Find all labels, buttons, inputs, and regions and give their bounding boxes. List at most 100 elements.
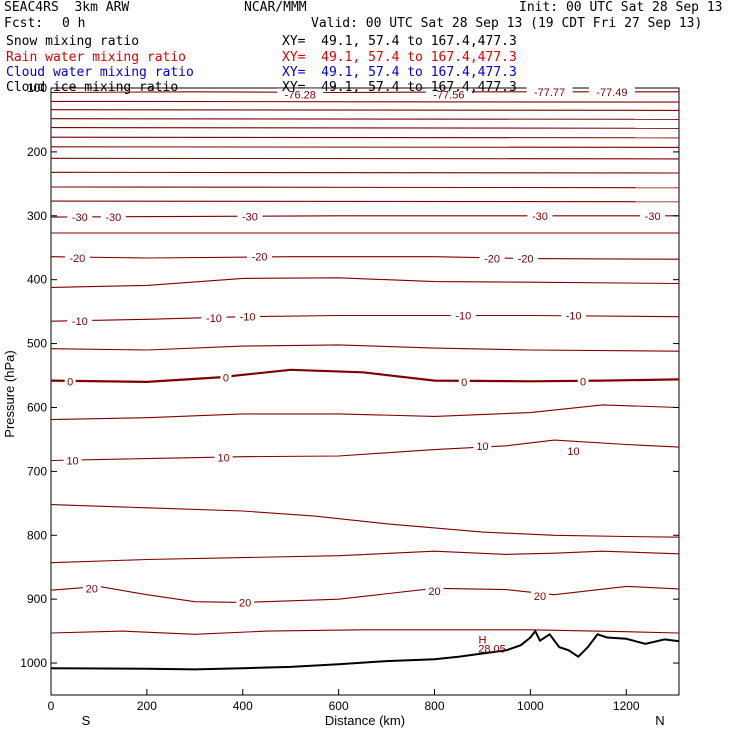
contour-label-14: -10 xyxy=(206,313,222,325)
plot-frame xyxy=(50,87,680,696)
contour-label-bg-4 xyxy=(67,211,93,224)
contour-label-bg-14 xyxy=(201,312,227,325)
contour-labels: -76.28 -77.56 -77.77 -77.49 -30 -30 -30 -30 -30 -… xyxy=(63,85,666,655)
contour-label-7: -30 xyxy=(532,211,548,223)
contour-label-bg-26 xyxy=(82,582,101,595)
contour-label-bg-20 xyxy=(458,375,470,388)
y-tick-label-100: 100 xyxy=(27,81,47,95)
contour-line-8 xyxy=(50,171,680,174)
contour-label-bg-17 xyxy=(561,309,587,322)
x-tick-label-200: 200 xyxy=(137,699,157,713)
contour-lines xyxy=(50,91,680,635)
contour-line-9 xyxy=(50,186,680,189)
contour-label-9: -20 xyxy=(69,253,85,265)
contour-label-2: -77.77 xyxy=(534,87,565,99)
field-xy-cloud-ice: XY= 49.1, 57.4 to 167.4,477.3 xyxy=(282,80,517,95)
contour-line-23 xyxy=(50,629,680,635)
contour-label-bg-15 xyxy=(235,310,261,323)
contour-label-11: -20 xyxy=(484,254,500,266)
contour-line-7 xyxy=(50,157,680,160)
y-tick-label-200: 200 xyxy=(27,145,47,159)
x-tick-label-1000: 1000 xyxy=(517,699,544,713)
contour-label-bg-29 xyxy=(530,589,549,602)
y-tick-label-1000: 1000 xyxy=(20,656,47,670)
field-name-cloud-ice: Cloud ice mixing ratio xyxy=(6,80,179,95)
contour-label-6: -30 xyxy=(242,211,258,223)
model-name: SEAC4RS 3km ARW xyxy=(4,0,130,15)
contour-label-19: 0 xyxy=(223,372,229,384)
contour-label-30: H xyxy=(478,634,486,646)
y-axis-title: Pressure (hPa) xyxy=(2,350,17,437)
field-name-cloud-water: Cloud water mixing ratio xyxy=(6,65,194,80)
contour-line-15 xyxy=(50,314,680,322)
contour-label-bg-2 xyxy=(526,85,573,98)
contour-line-22 xyxy=(50,585,680,603)
contour-line-16 xyxy=(50,344,680,352)
contour-line-18 xyxy=(50,404,680,421)
x-axis-title: Distance (km) xyxy=(325,713,405,728)
forecast-value: 0 h xyxy=(62,16,86,31)
contour-line-6 xyxy=(50,146,680,148)
contour-label-bg-28 xyxy=(425,584,444,597)
x-tick-label-400: 400 xyxy=(233,699,253,713)
y-tick-label-400: 400 xyxy=(27,273,47,287)
contour-line-5 xyxy=(50,136,680,139)
contour-line-13 xyxy=(50,256,680,260)
y-tick-label-600: 600 xyxy=(27,400,47,414)
contour-label-10: -20 xyxy=(252,252,268,264)
contour-label-0: -76.28 xyxy=(285,89,316,101)
x-end-label-right: N xyxy=(655,713,664,728)
contour-line-4 xyxy=(50,127,680,129)
contour-label-bg-24 xyxy=(473,439,492,452)
contour-line-14 xyxy=(50,277,680,288)
y-tick-label-500: 500 xyxy=(27,337,47,351)
contour-label-bg-19 xyxy=(220,371,232,384)
contour-line-1 xyxy=(50,100,680,103)
x-tick-label-600: 600 xyxy=(329,699,349,713)
contour-label-21: 0 xyxy=(580,376,586,388)
contour-label-bg-13 xyxy=(67,315,93,328)
forecast-label: Fcst: xyxy=(4,16,44,31)
contour-label-bg-7 xyxy=(527,209,553,222)
x-tick-label-800: 800 xyxy=(424,699,444,713)
field-xy-snow: XY= 49.1, 57.4 to 167.4,477.3 xyxy=(282,34,517,49)
contour-label-4: -30 xyxy=(72,212,88,224)
contour-label-15: -10 xyxy=(240,312,256,324)
organization: NCAR/MMM xyxy=(244,0,307,15)
contour-label-18: 0 xyxy=(67,376,73,388)
terrain-line xyxy=(50,629,680,671)
contour-label-bg-8 xyxy=(640,209,666,222)
contour-label-bg-9 xyxy=(64,251,90,264)
x-axis: 0 200 400 600 800 1000 1200 xyxy=(48,689,640,713)
contour-label-5: -30 xyxy=(105,212,121,224)
contour-label-29: 20 xyxy=(534,591,546,603)
contour-label-3: -77.49 xyxy=(596,87,627,99)
terrain-profile xyxy=(50,629,680,671)
contour-line-3 xyxy=(50,118,680,120)
contour-label-25: 10 xyxy=(567,446,579,458)
contour-label-26: 20 xyxy=(86,583,98,595)
y-tick-label-700: 700 xyxy=(27,464,47,478)
contour-label-bg-27 xyxy=(236,596,255,609)
contour-label-bg-25 xyxy=(564,444,583,457)
contour-label-bg-6 xyxy=(237,210,263,223)
contour-label-28: 20 xyxy=(428,586,440,598)
contour-label-20: 0 xyxy=(461,377,467,389)
contour-label-bg-12 xyxy=(513,252,539,265)
contour-label-bg-1 xyxy=(425,88,472,101)
contour-label-bg-18 xyxy=(64,375,76,388)
contour-label-31: 28.05 xyxy=(478,643,506,655)
contour-line-2 xyxy=(50,109,680,111)
field-name-snow: Snow mixing ratio xyxy=(6,34,140,49)
contour-line-19 xyxy=(50,439,680,462)
contour-label-bg-22 xyxy=(63,454,82,467)
contour-label-bg-21 xyxy=(577,375,589,388)
contour-line-10 xyxy=(50,200,680,203)
contour-line-11 xyxy=(50,215,679,218)
contour-line-20 xyxy=(50,504,680,538)
x-tick-label-1200: 1200 xyxy=(613,699,640,713)
contour-label-17: -10 xyxy=(566,310,582,322)
init-time: Init: 00 UTC Sat 28 Sep 13 xyxy=(519,0,723,15)
